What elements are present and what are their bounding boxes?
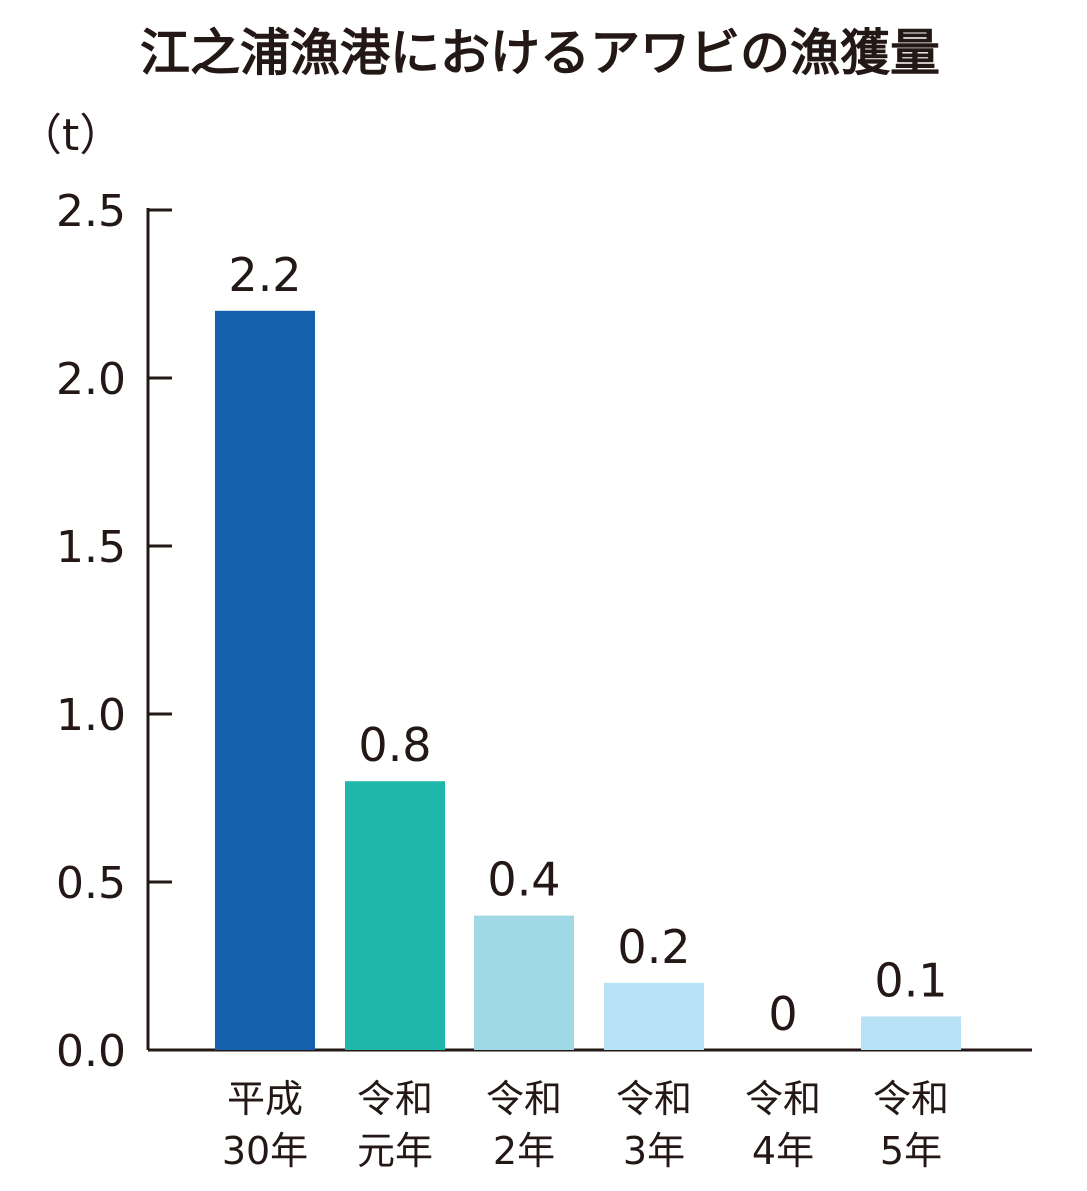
data-label: 2.2 <box>228 248 301 302</box>
x-tick-label-year: 元年 <box>357 1129 433 1173</box>
data-label: 0.1 <box>874 953 947 1007</box>
bar <box>345 781 445 1050</box>
x-tick-label-year: 3年 <box>623 1129 685 1173</box>
y-axis-unit: （t） <box>18 110 123 161</box>
y-tick-label: 0.5 <box>56 858 126 909</box>
x-tick-label-era: 令和 <box>745 1077 821 1121</box>
bar <box>604 982 704 1050</box>
x-tick-label-year: 5年 <box>880 1129 942 1173</box>
y-tick-label: 1.5 <box>56 522 126 573</box>
y-tick-label: 2.0 <box>56 354 126 405</box>
bar <box>215 310 315 1050</box>
chart-title: 江之浦漁港におけるアワビの漁獲量 <box>140 24 940 82</box>
bar <box>861 1016 961 1050</box>
x-tick-label-year: 30年 <box>222 1129 308 1173</box>
x-tick-label-era: 令和 <box>357 1077 433 1121</box>
y-tick-label: 0.0 <box>56 1026 126 1077</box>
x-tick-label-era: 平成 <box>227 1077 303 1121</box>
y-tick-label: 1.0 <box>56 690 126 741</box>
data-label: 0 <box>768 987 797 1041</box>
x-tick-label-year: 4年 <box>752 1129 814 1173</box>
data-label: 0.8 <box>358 718 431 772</box>
x-tick-label-era: 令和 <box>616 1077 692 1121</box>
x-tick-label-era: 令和 <box>486 1077 562 1121</box>
data-label: 0.2 <box>617 920 690 974</box>
x-tick-label-year: 2年 <box>493 1129 555 1173</box>
data-label: 0.4 <box>487 853 560 907</box>
x-tick-label-era: 令和 <box>873 1077 949 1121</box>
bar <box>474 915 574 1050</box>
y-tick-label: 2.5 <box>56 186 126 237</box>
